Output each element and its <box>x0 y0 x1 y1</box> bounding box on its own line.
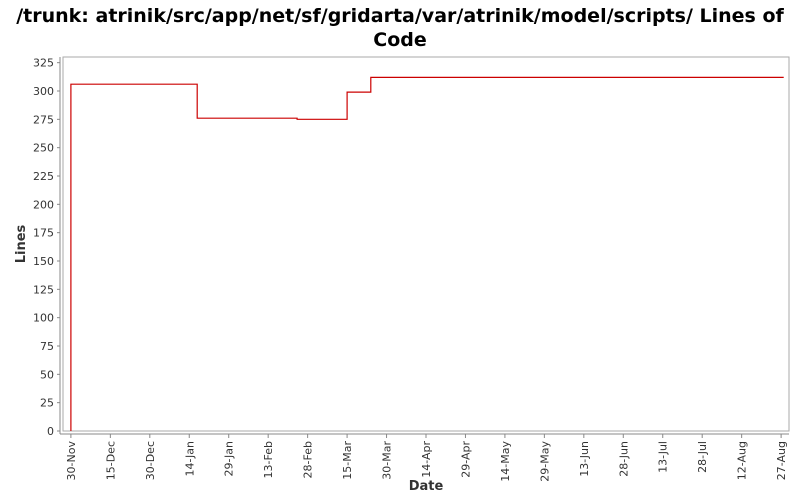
x-tick-label: 29-Jan <box>223 441 236 477</box>
y-tick-label: 75 <box>40 340 54 353</box>
y-tick-label: 300 <box>33 85 54 98</box>
x-tick-label: 28-Jul <box>696 441 709 473</box>
y-tick-label: 50 <box>40 368 54 381</box>
x-tick-label: 13-Jul <box>657 441 670 473</box>
y-tick-label: 25 <box>40 397 54 410</box>
x-axis-title: Date <box>409 479 444 494</box>
x-tick-label: 29-May <box>538 441 551 482</box>
y-tick-label: 0 <box>47 425 54 438</box>
x-tick-label: 13-Feb <box>262 441 275 478</box>
x-tick-label: 14-Apr <box>420 441 433 478</box>
x-tick-label: 12-Aug <box>736 441 749 480</box>
x-tick-label: 29-Apr <box>459 441 472 478</box>
x-tick-label: 30-Nov <box>65 441 78 481</box>
chart-title: /trunk: atrinik/src/app/net/sf/gridarta/… <box>16 5 784 51</box>
x-tick-label: 15-Dec <box>104 441 117 480</box>
y-tick-label: 125 <box>33 283 54 296</box>
y-tick-label: 150 <box>33 255 54 268</box>
x-tick-label: 30-Mar <box>381 441 394 480</box>
y-tick-label: 275 <box>33 113 54 126</box>
y-tick-label: 250 <box>33 142 54 155</box>
y-axis-title: Lines <box>14 224 29 263</box>
x-tick-label: 14-May <box>499 441 512 482</box>
plot-area <box>62 56 790 432</box>
y-tick-label: 225 <box>33 170 54 183</box>
y-tick-label: 325 <box>33 57 54 70</box>
series-line <box>70 76 784 431</box>
x-tick-label: 14-Jan <box>183 441 196 477</box>
y-tick-label: 175 <box>33 227 54 240</box>
y-tick-label: 200 <box>33 198 54 211</box>
x-tick-label: 30-Dec <box>144 441 157 480</box>
y-tick-label: 100 <box>33 312 54 325</box>
x-tick-label: 28-Jun <box>617 441 630 477</box>
x-tick-label: 27-Aug <box>775 441 788 480</box>
x-tick-label: 13-Jun <box>578 441 591 477</box>
x-tick-label: 15-Mar <box>341 441 354 480</box>
x-tick-label: 28-Feb <box>302 441 315 478</box>
